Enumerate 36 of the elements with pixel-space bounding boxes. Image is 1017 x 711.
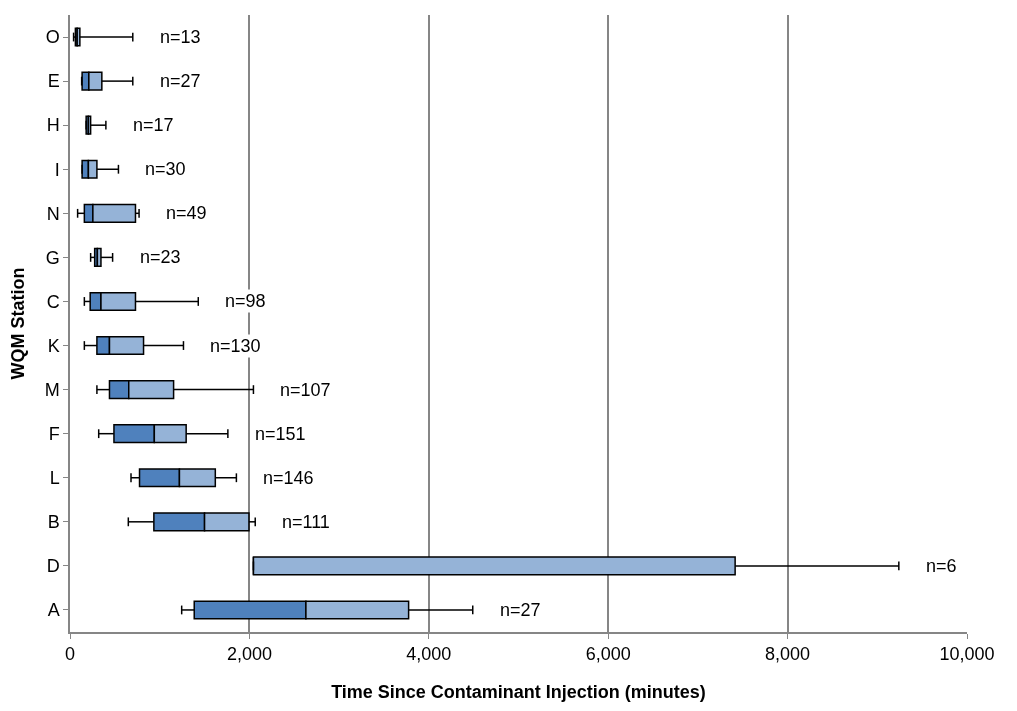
y-tick-label: N bbox=[46, 203, 60, 224]
y-tick-label: L bbox=[49, 468, 60, 489]
y-tick-label: F bbox=[48, 423, 60, 444]
annotation: n=17 bbox=[133, 115, 174, 135]
y-tick-label: O bbox=[45, 27, 60, 48]
x-tick-label: 4,000 bbox=[406, 644, 452, 665]
x-tick-label: 10,000 bbox=[939, 644, 995, 665]
annotation: n=151 bbox=[255, 424, 306, 444]
x-tick-label: 8,000 bbox=[765, 644, 811, 665]
annotation: n=98 bbox=[225, 291, 266, 311]
annotation: n=111 bbox=[282, 512, 330, 532]
y-tick-label: G bbox=[45, 247, 60, 268]
y-tick-label: K bbox=[47, 335, 60, 356]
annotation: n=130 bbox=[210, 336, 261, 356]
y-tick-label: A bbox=[47, 600, 60, 621]
annotation: n=107 bbox=[280, 380, 331, 400]
annotation: n=49 bbox=[166, 203, 207, 223]
y-tick-label: C bbox=[46, 291, 60, 312]
y-tick-label: H bbox=[46, 115, 60, 136]
y-tick-label: D bbox=[46, 556, 60, 577]
annotation: n=27 bbox=[160, 71, 201, 91]
x-tick-label: 6,000 bbox=[585, 644, 631, 665]
annotation: n=30 bbox=[145, 159, 186, 179]
y-axis-title: WQM Station bbox=[8, 267, 29, 380]
annotation: n=13 bbox=[160, 27, 201, 47]
annotation: n=23 bbox=[140, 247, 181, 267]
annotation: n=146 bbox=[263, 468, 314, 488]
annotation: n=27 bbox=[500, 600, 541, 620]
y-tick-label: E bbox=[47, 71, 60, 92]
y-tick-label: B bbox=[47, 512, 60, 533]
x-tick-label: 2,000 bbox=[226, 644, 272, 665]
annotation: n=6 bbox=[926, 556, 957, 576]
y-tick-label: M bbox=[44, 379, 60, 400]
x-tick-label: 0 bbox=[64, 644, 76, 665]
y-tick-label: I bbox=[54, 159, 60, 180]
x-axis-title: Time Since Contaminant Injection (minutes) bbox=[331, 681, 706, 702]
